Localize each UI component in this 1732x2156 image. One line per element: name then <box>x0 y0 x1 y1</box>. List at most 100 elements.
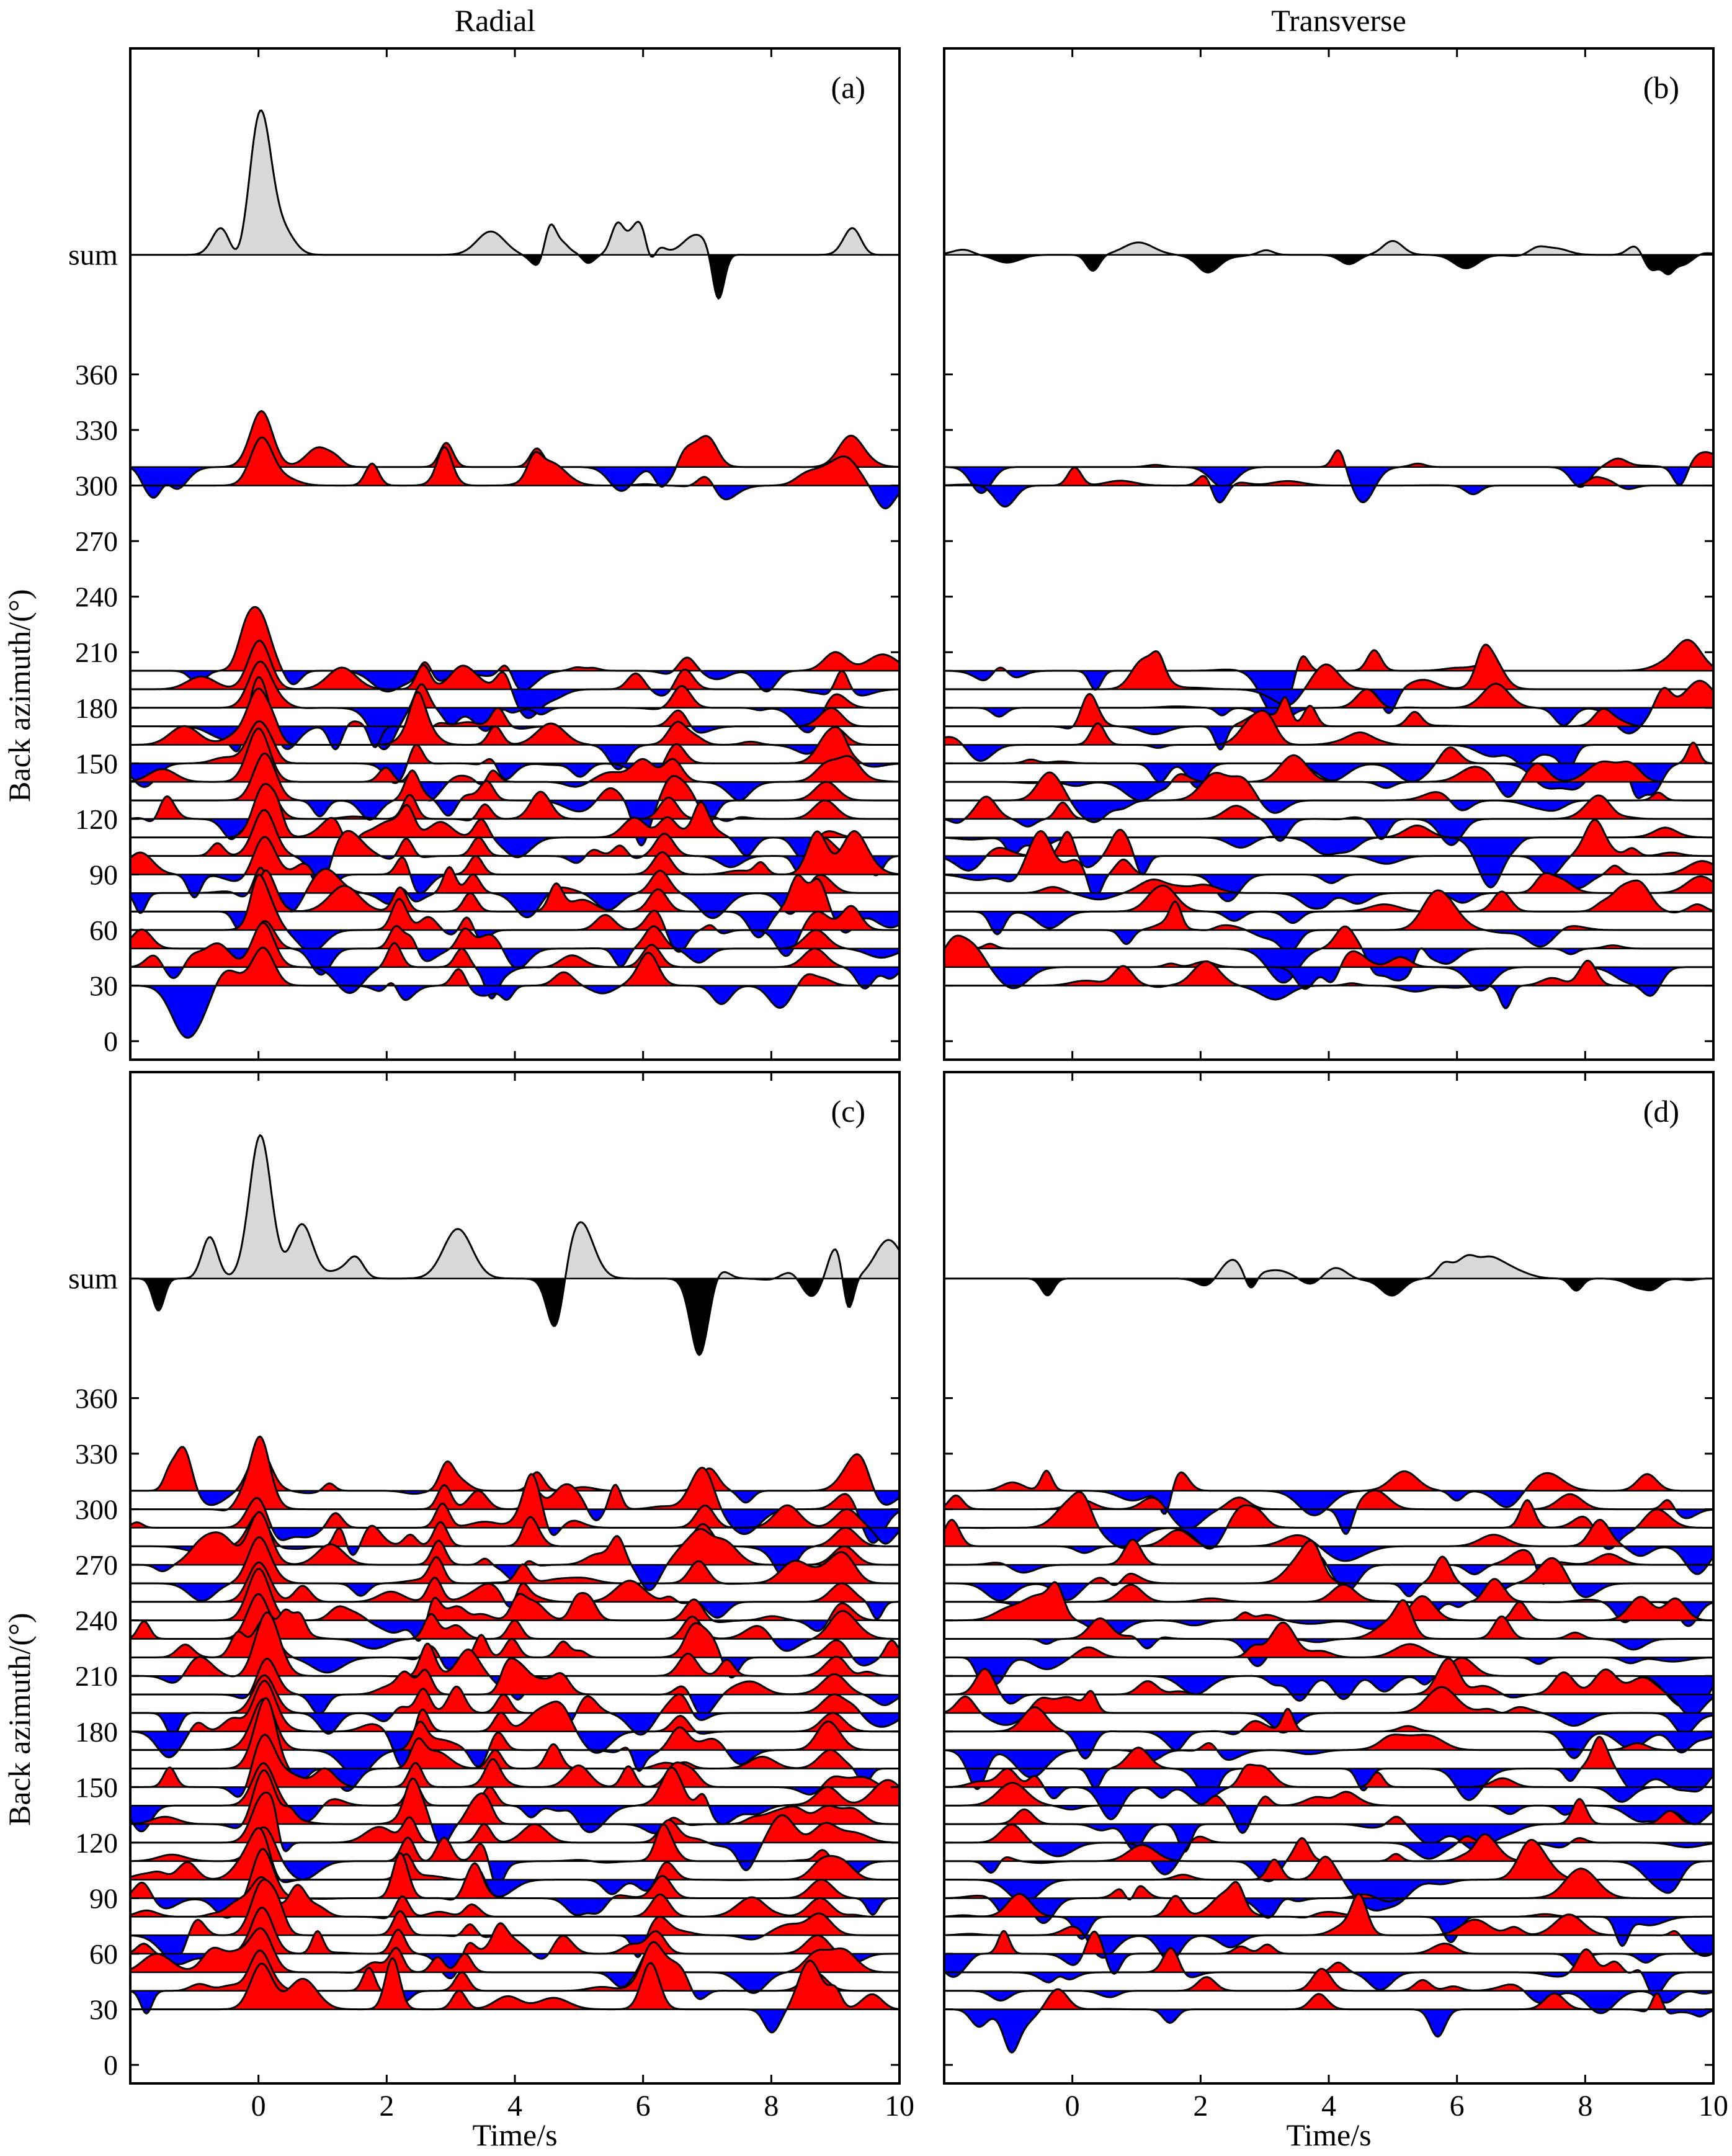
trace-line <box>130 687 899 771</box>
x-tick-label: 4 <box>1321 2090 1336 2122</box>
positive-fill <box>130 1613 899 1676</box>
y-tick-label: 30 <box>89 970 118 1002</box>
negative-fill <box>1058 1917 1702 1946</box>
x-tick-label: 0 <box>1065 2090 1080 2122</box>
negative-fill <box>287 930 803 956</box>
negative-fill <box>130 671 799 692</box>
sum-trace <box>130 109 899 300</box>
y-tick-label: 60 <box>89 1938 118 1970</box>
x-tick-label: 10 <box>885 2090 914 2122</box>
trace-baz-30 <box>944 959 1713 1009</box>
trace-baz-170 <box>944 1733 1713 1791</box>
trace-line <box>130 1878 899 1962</box>
trace-baz-30 <box>944 1988 1713 2054</box>
sum-trace <box>130 1134 899 1356</box>
trace-line <box>130 1957 899 2034</box>
negative-fill <box>511 689 899 718</box>
trace-line <box>944 1657 1713 1707</box>
trace-baz-60 <box>944 889 1713 954</box>
trace-line <box>130 866 899 919</box>
negative-fill <box>944 818 1493 846</box>
x-tick-label: 8 <box>1578 2090 1592 2122</box>
positive-fill <box>130 1698 899 1769</box>
trace-line <box>944 889 1713 954</box>
trace-line <box>944 1988 1713 2054</box>
trace-baz-270 <box>944 1538 1713 1592</box>
trace-line <box>130 808 899 888</box>
trace-line <box>130 1791 899 1872</box>
sum-label: sum <box>68 239 118 272</box>
positive-fill <box>1001 1834 1537 1861</box>
trace-baz-140 <box>944 754 1713 802</box>
y-tick-label: 60 <box>89 915 118 946</box>
trace-group <box>944 239 1713 1009</box>
panels: 0306090120150180210240270300330360sum(a)… <box>2 47 1728 2152</box>
trace-baz-150 <box>944 1763 1713 1820</box>
y-tick-label: 300 <box>75 470 118 502</box>
trace-line <box>944 1254 1713 1297</box>
negative-fill <box>944 485 1713 507</box>
negative-fill <box>944 837 1713 888</box>
trace-line <box>944 1763 1713 1820</box>
trace-line <box>130 660 899 751</box>
y-tick-label: 300 <box>75 1494 118 1526</box>
positive-fill <box>1266 825 1713 838</box>
negative-fill <box>130 1620 899 1641</box>
trace-line <box>130 1906 899 1980</box>
y-tick-label: 180 <box>75 692 118 724</box>
negative-fill <box>944 1694 1713 1717</box>
negative-fill <box>130 1278 899 1355</box>
trace-line <box>130 1657 899 1717</box>
positive-fill <box>130 1824 833 1861</box>
trace-line <box>944 1469 1713 1516</box>
negative-fill <box>944 1583 1713 1601</box>
trace-line <box>130 752 899 847</box>
y-tick-label: 360 <box>75 1382 118 1414</box>
trace-line <box>944 1798 1713 1853</box>
positive-fill <box>130 607 899 671</box>
positive-fill <box>944 1799 1713 1825</box>
positive-fill <box>957 1582 1713 1621</box>
trace-line <box>944 1967 1713 2015</box>
trace-baz-170 <box>944 692 1713 751</box>
positive-fill <box>216 947 857 986</box>
y-tick-label: 270 <box>75 526 118 557</box>
positive-fill <box>944 694 1713 727</box>
trace-line <box>944 872 1713 910</box>
negative-fill <box>944 1750 1713 1789</box>
positive-fill <box>944 1783 1541 1806</box>
trace-line <box>944 1823 1713 1876</box>
trace-line <box>944 1621 1713 1686</box>
positive-fill <box>248 870 832 912</box>
positive-fill <box>944 1840 1713 1880</box>
positive-fill <box>130 1828 899 1880</box>
trace-line <box>130 1593 899 1652</box>
positive-fill <box>1135 681 1713 708</box>
trace-line <box>130 676 899 753</box>
positive-fill <box>130 1537 899 1583</box>
positive-fill <box>944 1737 1713 1769</box>
y-tick-label: 150 <box>75 748 118 779</box>
trace-line <box>944 1657 1713 1717</box>
y-tick-label: 210 <box>75 1660 118 1692</box>
trace-baz-90 <box>944 830 1713 903</box>
trace-baz-180 <box>944 1706 1713 1760</box>
panel-d: 0 2 4 6 8 10 (d) Time/s <box>943 1071 1728 2152</box>
positive-fill <box>130 640 899 689</box>
y-tick-label: 180 <box>75 1716 118 1748</box>
negative-fill <box>980 254 1700 275</box>
trace-baz-50 <box>944 925 1713 984</box>
trace-line <box>944 1599 1713 1667</box>
trace-line <box>944 754 1713 802</box>
sum-trace <box>944 1254 1713 1297</box>
trace-baz-300 <box>944 466 1713 508</box>
positive-fill <box>1214 1255 1557 1279</box>
negative-fill <box>130 1528 899 1544</box>
trace-line <box>130 109 899 300</box>
trace-line <box>130 1927 899 1994</box>
positive-fill <box>944 1882 1713 1917</box>
positive-fill <box>130 1658 899 1695</box>
negative-fill <box>1043 1787 1713 1820</box>
negative-fill <box>944 800 1713 823</box>
